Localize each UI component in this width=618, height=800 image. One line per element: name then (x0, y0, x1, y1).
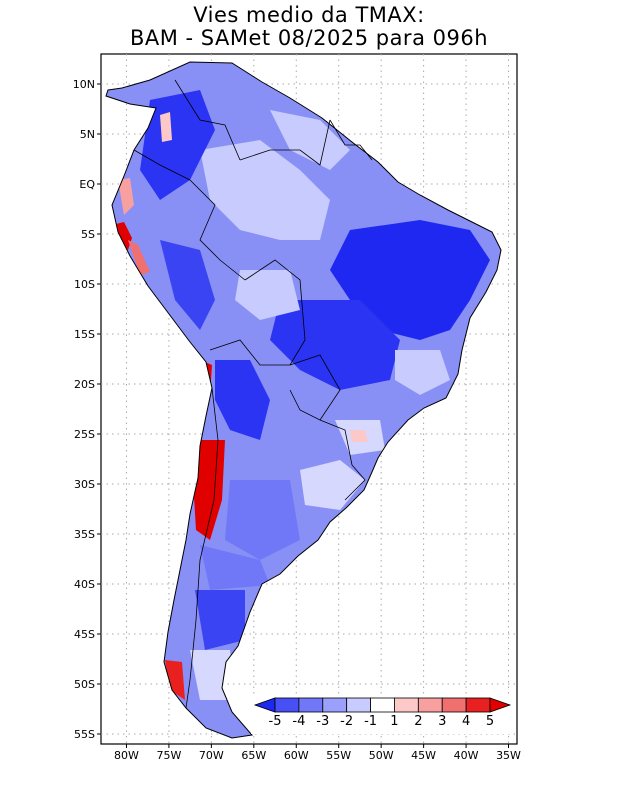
border-colombia-ecuador (133, 149, 191, 181)
lon-label-4: 60W (284, 749, 309, 762)
lat-label-3: 5S (81, 228, 95, 241)
country-borders (133, 79, 373, 709)
continent-bias-field (105, 61, 502, 739)
coastline (105, 61, 502, 739)
bias-patch-chile-central-red (193, 440, 225, 540)
colorbar-segment-3 (346, 697, 371, 713)
lon-label-8: 40W (454, 749, 479, 762)
border-uruguay (344, 464, 366, 501)
lat-label-13: 55S (74, 728, 95, 741)
lat-label-5: 15S (74, 328, 95, 341)
colorbar-label-6: 2 (414, 714, 422, 729)
border-bolivia (209, 259, 306, 366)
lat-label-6: 20S (74, 378, 95, 391)
map-title-line2: BAM - SAMet 08/2025 para 096h (129, 26, 489, 50)
bias-patch-andes-north-red (128, 240, 150, 275)
bias-patch-peru-deep (160, 240, 215, 330)
lon-label-2: 70W (199, 749, 224, 762)
border-brazil-venezuela (239, 119, 331, 166)
colorbar-segment-2 (322, 697, 348, 713)
colorbar-label-2: -3 (316, 714, 329, 729)
colorbar-label-1: -4 (292, 714, 305, 729)
colorbar-legend: -5 -4 -3 -2 -1 1 2 3 4 5 (251, 694, 514, 734)
lat-label-0: 10N (73, 78, 95, 91)
lat-label-10: 40S (74, 578, 95, 591)
bias-patch-guiana-light (270, 110, 350, 170)
lat-label-12: 50S (74, 678, 95, 691)
lat-label-8: 30S (74, 478, 95, 491)
lon-label-9: 35W (496, 749, 521, 762)
border-peru-brazil (189, 179, 246, 281)
lat-label-11: 45S (74, 628, 95, 641)
colorbar-label-0: -5 (269, 714, 282, 729)
colorbar-segment-5 (394, 697, 419, 713)
colorbar-label-7: 3 (438, 714, 446, 729)
colorbar-segment-1 (298, 697, 324, 713)
bias-patch-colombia-pink (160, 112, 172, 142)
lat-label-9: 35S (74, 528, 95, 541)
colorbar-segment-7 (441, 697, 467, 713)
bias-patch-pampas-mid (225, 480, 300, 560)
colorbar-segment-8 (465, 697, 491, 713)
bias-patch-patagonia-deep (195, 590, 245, 650)
colorbar-label-5: 1 (390, 714, 398, 729)
bias-patch-colombia-deep (140, 90, 215, 200)
colorbar-label-8: 4 (462, 714, 470, 729)
lon-label-1: 75W (156, 749, 181, 762)
colorbar-arrow-high (489, 697, 512, 713)
bias-patch-southeast-light (395, 350, 450, 395)
lat-label-2: EQ (79, 178, 95, 191)
map-title-line1: Vies medio da TMAX: (193, 3, 425, 27)
colorbar-segment-0 (274, 697, 300, 713)
lon-label-5: 55W (326, 749, 351, 762)
colorbar-segment-6 (417, 697, 443, 713)
colorbar-segment-4 (370, 697, 395, 713)
bias-patch-central-deep (270, 300, 400, 390)
bias-patch-patagonia-mid (200, 545, 270, 590)
lon-label-7: 45W (411, 749, 436, 762)
bias-patch-amazon-light (200, 140, 330, 240)
bias-patch-chaco-pink (350, 430, 368, 442)
lat-label-1: 5N (80, 128, 95, 141)
bias-patch-uruguay-light (300, 460, 365, 510)
lat-label-7: 25S (74, 428, 95, 441)
lat-label-4: 10S (74, 278, 95, 291)
lon-label-6: 50W (369, 749, 394, 762)
lon-label-0: 80W (114, 749, 139, 762)
border-argentina-brazil (319, 419, 353, 466)
colorbar-label-4: -1 (364, 714, 377, 729)
lon-label-3: 65W (241, 749, 266, 762)
border-paraguay (289, 354, 341, 421)
border-guianas (329, 119, 373, 161)
bias-patch-bolivia-light (235, 270, 300, 320)
border-colombia-venezuela (174, 79, 241, 161)
border-andes-chile-argentina (185, 387, 219, 709)
bias-patch-ecuador-coast-pink (118, 178, 134, 215)
colorbar-label-9: 5 (486, 714, 494, 729)
axes: 10N 5N EQ 5S 10S 15S 20S 25S 30S 35S 40S 45S 50S 55S 8… (73, 78, 521, 762)
bias-patch-chaco-deep (215, 360, 270, 440)
colorbar-label-3: -2 (340, 714, 353, 729)
